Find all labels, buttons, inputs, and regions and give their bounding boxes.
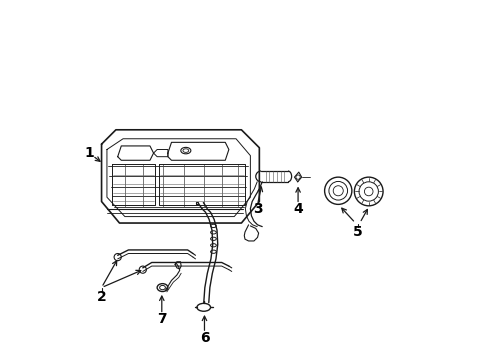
Text: 4: 4 xyxy=(293,202,303,216)
Text: 5: 5 xyxy=(353,225,363,239)
Text: 1: 1 xyxy=(84,146,94,160)
Text: 2: 2 xyxy=(97,289,106,303)
Text: 6: 6 xyxy=(199,331,209,345)
Text: 3: 3 xyxy=(253,202,262,216)
Text: 7: 7 xyxy=(157,312,167,326)
